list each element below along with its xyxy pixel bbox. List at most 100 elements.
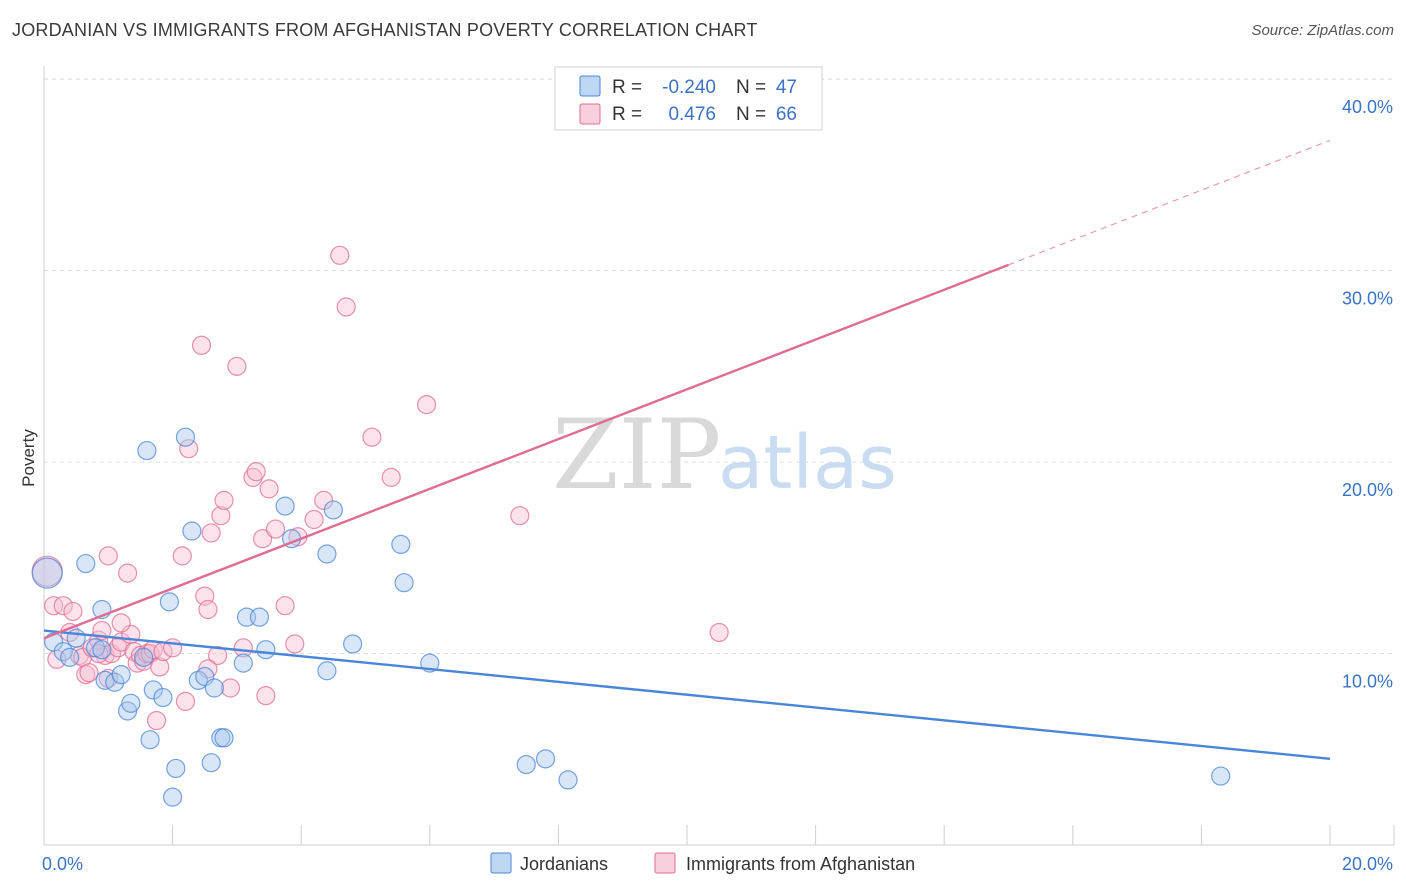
afghanistan-point-54 bbox=[336, 297, 356, 317]
legend-n-value-afghanistan: 66 bbox=[776, 104, 797, 125]
jordanians-point-3 bbox=[60, 647, 80, 667]
x-tick-labels: 0.0% 20.0% bbox=[42, 854, 1393, 874]
afghanistan-point-14 bbox=[98, 546, 118, 566]
legend-r-value-jordanians: -0.240 bbox=[662, 77, 716, 98]
afghanistan-point-3 bbox=[53, 596, 73, 616]
afghanistan-point-46 bbox=[256, 686, 276, 706]
y-axis-label: Poverty bbox=[19, 429, 38, 487]
jordanians-point-37 bbox=[323, 500, 343, 520]
afghanistan-point-43 bbox=[243, 467, 263, 487]
jordanians-point-29 bbox=[233, 653, 253, 673]
afghanistan-point-60 bbox=[175, 691, 196, 712]
jordanians-point-20 bbox=[166, 758, 186, 779]
jordanians-trend-line bbox=[43, 629, 1331, 761]
afghanistan-point-40 bbox=[220, 678, 241, 698]
afghanistan-point-59 bbox=[709, 622, 729, 643]
jordanians-point-5 bbox=[76, 553, 96, 574]
jordanians-point-22 bbox=[175, 427, 196, 447]
afghanistan-point-8 bbox=[76, 664, 96, 685]
legend-n-label-afghanistan: N = bbox=[736, 104, 766, 125]
afghanistan-point-35 bbox=[198, 599, 218, 620]
afghanistan-trend-line bbox=[43, 263, 1009, 640]
watermark: ZIP atlas bbox=[552, 399, 897, 511]
jordanians-point-15 bbox=[137, 440, 157, 461]
source-credit: Source: ZipAtlas.com bbox=[1251, 22, 1394, 39]
afghanistan-point-51 bbox=[304, 509, 324, 530]
jordanians-point-36 bbox=[317, 544, 337, 564]
afghanistan-point-33 bbox=[191, 335, 212, 355]
jordanians-point-32 bbox=[256, 640, 276, 660]
afghanistan-point-28 bbox=[150, 657, 170, 677]
afghanistan-trend-extension bbox=[1008, 139, 1331, 266]
jordanians-point-10 bbox=[105, 672, 125, 692]
afghanistan-point-30 bbox=[163, 638, 183, 658]
jordanians-point-18 bbox=[153, 687, 173, 708]
jordanians-point-13 bbox=[121, 693, 141, 713]
jordanians-point-40 bbox=[394, 573, 414, 593]
afghanistan-point-55 bbox=[362, 427, 382, 447]
legend-r-label-jordanians: R = bbox=[612, 77, 642, 98]
watermark-atlas: atlas bbox=[718, 420, 897, 506]
afghanistan-point-38 bbox=[211, 506, 231, 526]
afghanistan-point-9 bbox=[79, 663, 99, 683]
series-legend: Jordanians Immigrants from Afghanistan bbox=[490, 852, 915, 874]
legend-swatch-afghanistan bbox=[579, 103, 601, 125]
watermark-zip: ZIP bbox=[552, 399, 721, 511]
jordanians-point-45 bbox=[1211, 766, 1231, 786]
afghanistan-point-48 bbox=[265, 519, 286, 539]
jordanians-point-39 bbox=[391, 534, 411, 555]
afghanistan-point-58 bbox=[510, 506, 530, 526]
afghanistan-point-42 bbox=[233, 638, 253, 658]
jordanians-point-27 bbox=[204, 678, 224, 698]
legend-n-label-jordanians: N = bbox=[736, 77, 766, 98]
afghanistan-point-18 bbox=[117, 563, 138, 583]
jordanians-point-33 bbox=[275, 496, 295, 516]
jordanians-point-19 bbox=[159, 592, 179, 612]
afghanistan-point-64 bbox=[111, 613, 131, 633]
jordanians-point-21 bbox=[163, 787, 183, 807]
jordanians-point-16 bbox=[140, 730, 160, 750]
data-points bbox=[31, 245, 1231, 807]
afghanistan-point-47 bbox=[259, 479, 279, 499]
jordanians-point-38 bbox=[343, 634, 363, 654]
trend-lines bbox=[43, 139, 1331, 761]
jordanians-point-0 bbox=[31, 557, 63, 589]
series-legend-label-afghanistan: Immigrants from Afghanistan bbox=[686, 854, 915, 874]
jordanians-point-44 bbox=[558, 770, 578, 790]
legend: R = -0.240 N = 47 R = 0.476 N = 66 bbox=[554, 66, 823, 131]
y-tick-label-1: 20.0% bbox=[1342, 480, 1393, 500]
legend-swatch-jordanians bbox=[579, 75, 601, 97]
legend-n-value-jordanians: 47 bbox=[776, 77, 797, 98]
afghanistan-point-45 bbox=[253, 529, 273, 549]
chart-title: JORDANIAN VS IMMIGRANTS FROM AFGHANISTAN… bbox=[12, 20, 758, 40]
jordanians-point-4 bbox=[66, 628, 86, 648]
y-tick-label-2: 30.0% bbox=[1342, 289, 1393, 309]
axes bbox=[43, 66, 1395, 846]
afghanistan-point-1 bbox=[44, 596, 64, 616]
jordanians-point-17 bbox=[143, 680, 163, 700]
x-tick-label-0: 0.0% bbox=[42, 854, 83, 874]
legend-r-label-afghanistan: R = bbox=[612, 104, 642, 125]
series-legend-swatch-jordanians bbox=[490, 852, 512, 874]
jordanians-point-26 bbox=[201, 753, 221, 773]
jordanians-point-23 bbox=[182, 521, 202, 541]
afghanistan-point-44 bbox=[246, 462, 266, 482]
y-tick-labels: 10.0% 20.0% 30.0% 40.0% bbox=[1342, 97, 1393, 691]
afghanistan-point-36 bbox=[201, 523, 221, 543]
series-legend-label-jordanians: Jordanians bbox=[520, 854, 608, 874]
jordanians-point-14 bbox=[134, 647, 154, 667]
afghanistan-point-57 bbox=[416, 395, 437, 415]
legend-r-value-afghanistan: 0.476 bbox=[668, 104, 716, 125]
y-tick-label-3: 40.0% bbox=[1342, 97, 1393, 117]
x-tick-label-1: 20.0% bbox=[1342, 854, 1393, 874]
jordanians-point-43 bbox=[535, 749, 556, 769]
afghanistan-point-53 bbox=[330, 245, 350, 265]
afghanistan-point-39 bbox=[214, 490, 234, 510]
afghanistan-point-31 bbox=[172, 546, 192, 566]
afghanistan-point-27 bbox=[146, 710, 167, 731]
afghanistan-point-37 bbox=[208, 645, 228, 666]
y-tick-label-0: 10.0% bbox=[1342, 672, 1393, 692]
gridlines bbox=[44, 78, 1394, 655]
jordanians-point-7 bbox=[92, 640, 112, 660]
